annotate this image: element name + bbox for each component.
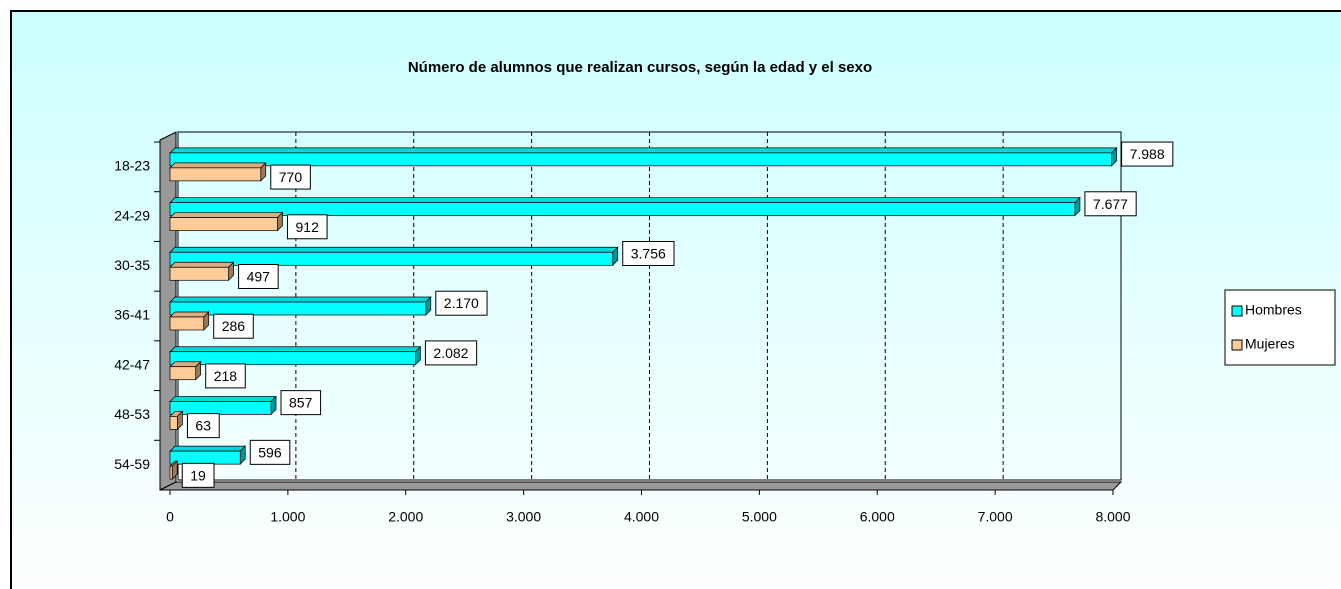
bar bbox=[169, 196, 1081, 217]
data-label: 596 bbox=[258, 444, 282, 460]
bar-face bbox=[169, 251, 614, 266]
bar bbox=[169, 296, 432, 316]
bar-face bbox=[169, 366, 197, 381]
bar bbox=[169, 211, 284, 232]
x-tick-label: 8.000 bbox=[1095, 509, 1130, 525]
data-label-box bbox=[435, 290, 488, 316]
data-label-box bbox=[1121, 141, 1174, 167]
bar-face bbox=[169, 246, 619, 253]
bar-face bbox=[169, 197, 1081, 203]
bar bbox=[169, 345, 422, 366]
floor bbox=[159, 481, 1123, 491]
bar-face bbox=[169, 212, 284, 218]
data-label-box bbox=[270, 164, 311, 190]
y-tick-label: 54-59 bbox=[114, 456, 150, 472]
y-tick-label: 30-35 bbox=[114, 257, 150, 273]
y-tick-label: 24-29 bbox=[114, 207, 150, 223]
data-label: 2.082 bbox=[433, 345, 468, 361]
data-label: 19 bbox=[190, 467, 206, 483]
bar-face bbox=[169, 266, 229, 281]
bar-face bbox=[169, 147, 1118, 154]
bar-face bbox=[169, 301, 427, 316]
bar-face bbox=[169, 450, 241, 465]
y-tick-label: 36-41 bbox=[114, 307, 150, 323]
bar bbox=[169, 261, 235, 282]
x-tick-label: 3.000 bbox=[506, 509, 541, 525]
bar-face bbox=[169, 351, 416, 366]
data-label: 770 bbox=[279, 169, 303, 185]
data-label: 7.988 bbox=[1130, 146, 1165, 162]
data-label-box bbox=[205, 363, 246, 389]
y-tick-label: 18-23 bbox=[114, 158, 150, 174]
bar-face bbox=[169, 152, 1112, 167]
bar-face bbox=[169, 311, 210, 318]
legend-label: Hombres bbox=[1245, 302, 1302, 318]
x-tick-label: 1.000 bbox=[270, 509, 305, 525]
legend bbox=[1224, 289, 1336, 366]
y-tick-label: 42-47 bbox=[114, 356, 150, 372]
legend-swatch bbox=[1231, 339, 1243, 351]
bar-face bbox=[169, 465, 173, 480]
data-label-box bbox=[622, 240, 675, 266]
chart-title: Número de alumnos que realizan cursos, s… bbox=[408, 59, 872, 76]
data-label-box bbox=[1084, 191, 1137, 217]
bar-face bbox=[169, 296, 432, 303]
data-label: 912 bbox=[296, 219, 320, 235]
bar bbox=[169, 460, 179, 480]
data-label-box bbox=[181, 462, 215, 488]
data-label: 2.170 bbox=[444, 295, 479, 311]
bar bbox=[169, 410, 184, 431]
data-label: 286 bbox=[222, 318, 246, 334]
bar-face bbox=[169, 217, 278, 231]
bar-face bbox=[169, 445, 247, 452]
data-label: 218 bbox=[214, 368, 238, 384]
x-tick-label: 6.000 bbox=[860, 509, 895, 525]
y-tick-label: 48-53 bbox=[114, 406, 150, 422]
bar bbox=[169, 445, 247, 465]
x-tick-label: 2.000 bbox=[388, 509, 423, 525]
bar-face bbox=[169, 261, 235, 268]
data-label: 63 bbox=[195, 418, 211, 434]
bar bbox=[169, 311, 210, 331]
x-tick-label: 5.000 bbox=[742, 509, 777, 525]
legend-swatch bbox=[1231, 305, 1243, 317]
bar-face bbox=[169, 202, 1076, 216]
bar bbox=[169, 395, 277, 416]
x-tick-label: 4.000 bbox=[624, 509, 659, 525]
bar-face bbox=[169, 396, 277, 402]
data-label-box bbox=[238, 263, 279, 289]
bar bbox=[169, 147, 1118, 167]
data-label-box bbox=[280, 390, 322, 416]
bar bbox=[169, 162, 267, 182]
bar-face bbox=[169, 167, 262, 182]
data-label-box bbox=[287, 214, 328, 240]
legend-label: Mujeres bbox=[1245, 336, 1295, 352]
data-label-box bbox=[186, 413, 220, 439]
data-label: 857 bbox=[289, 395, 313, 411]
data-label-box bbox=[249, 439, 291, 465]
bar-face bbox=[169, 416, 178, 430]
bar-face bbox=[169, 401, 272, 415]
bar bbox=[169, 360, 202, 381]
bar bbox=[169, 246, 619, 267]
x-tick-label: 7.000 bbox=[978, 509, 1013, 525]
x-tick-label: 0 bbox=[166, 509, 174, 525]
data-label: 7.677 bbox=[1093, 196, 1128, 212]
data-label: 497 bbox=[247, 268, 271, 284]
data-label-box bbox=[213, 313, 254, 339]
data-label-box bbox=[424, 340, 478, 366]
bar-face bbox=[169, 316, 205, 331]
bar-face bbox=[169, 346, 422, 353]
data-label: 3.756 bbox=[631, 245, 666, 261]
bar-face bbox=[169, 162, 267, 169]
